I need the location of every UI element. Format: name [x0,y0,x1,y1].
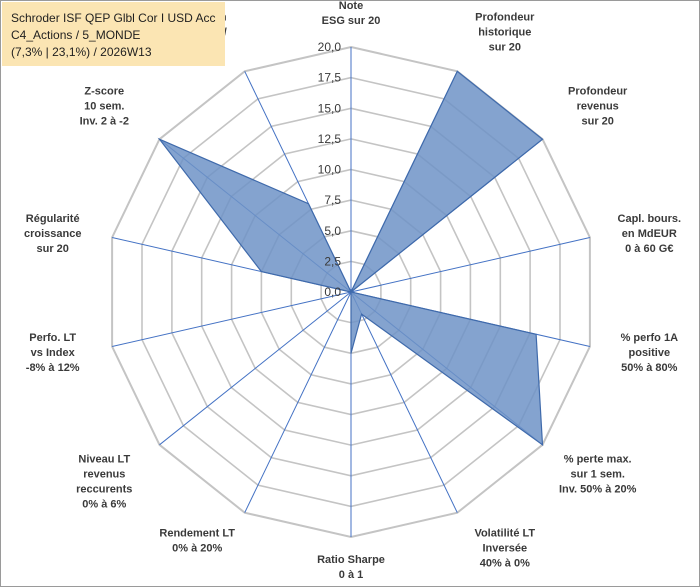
axis-spoke [350,237,591,293]
axis-label: Volatilité LT [474,528,535,540]
radial-tick-label: 15,0 [318,101,342,115]
axis-label: croissance [24,228,81,240]
radial-tick-label: 0,0 [324,285,341,299]
axis-label: 0 à 60 G€ [625,243,673,255]
axis-label: % perte max. [564,454,632,466]
axis-label: -8% à 12% [26,362,80,374]
axis-label: Note [339,1,363,12]
axis-label: 40% à 0% [480,558,530,570]
axis-label: sur 20 [489,41,521,53]
axis-label: sur 1 sem. [570,469,624,481]
axis-label: sur 20 [581,116,613,128]
axis-label: Capl. bours. [618,213,682,225]
axis-label: 0% à 20% [172,543,222,555]
chart-title-box: Schroder ISF QEP Glbl Cor I USD Acc C4_A… [2,2,225,66]
title-line-fund: Schroder ISF QEP Glbl Cor I USD Acc [11,11,216,25]
axis-label: 0 à 1 [339,569,363,581]
axis-label: Rendement LT [159,528,235,540]
axis-label: positive [629,347,671,359]
axis-label: Profondeur [568,86,628,98]
axis-label: revenus [83,469,125,481]
radial-tick-label: 7,5 [324,193,341,207]
axis-label: vs Index [31,347,76,359]
axis-label: reccurents [76,484,132,496]
axis-label: sur 20 [36,243,68,255]
axis-spoke [244,291,352,513]
axis-label: 10 sem. [84,101,124,113]
axis-spoke [159,291,352,446]
axis-spoke [111,291,352,347]
title-line-category: C4_Actions / 5_MONDE [11,28,141,42]
axis-label: Inv. 2 à -2 [80,116,129,128]
radial-tick-label: 10,0 [318,163,342,177]
axis-label: revenus [577,101,619,113]
axis-label: historique [478,26,531,38]
radial-tick-label: 17,5 [318,71,342,85]
axis-spoke [350,291,458,513]
axis-label: % perfo 1A [621,332,679,344]
axis-label: en MdEUR [622,228,677,240]
axis-label: Z-score [84,86,124,98]
radial-tick-label: 12,5 [318,132,342,146]
axis-label: Inv. 50% à 20% [559,484,637,496]
axis-label: Régularité [26,213,80,225]
axis-label: 0% à 6% [82,499,126,511]
series-area [157,70,544,447]
axis-label: 50% à 80% [621,362,677,374]
axis-label: Ratio Sharpe [317,554,385,566]
axis-label: Profondeur [475,11,535,23]
radial-tick-label: 5,0 [324,224,341,238]
axis-label: Niveau LT [78,454,130,466]
title-line-stats: (7,3% | 23,1%) / 2026W13 [11,45,152,59]
axis-label: Perfo. LT [29,332,76,344]
axis-label: ESG sur 20 [322,15,381,27]
axis-label: Inversée [482,543,527,555]
radial-tick-label: 20,0 [318,40,342,54]
radial-tick-label: 2,5 [324,254,341,268]
